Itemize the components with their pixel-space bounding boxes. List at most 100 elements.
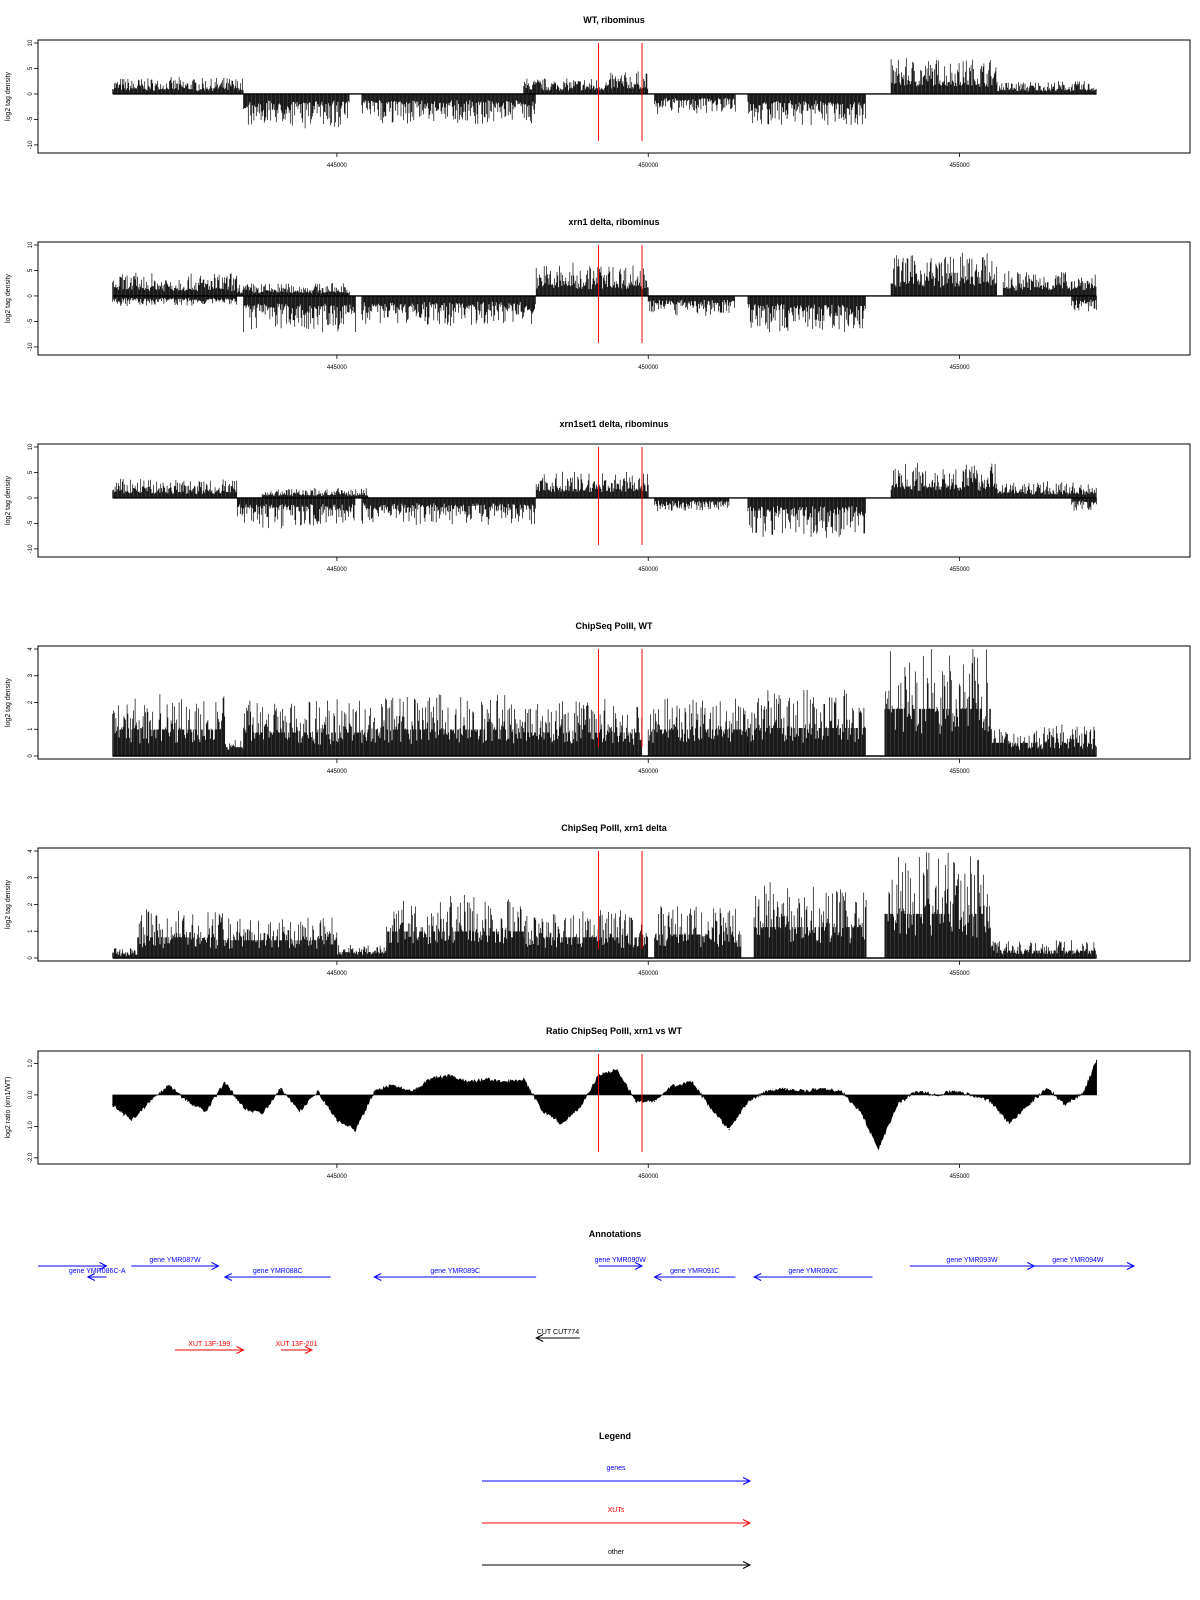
legend-item-label: XUTs (608, 1507, 625, 1514)
feature-gene: gene YMR090W (595, 1257, 647, 1270)
data-point (840, 1091, 842, 1093)
y-tick-label: 0 (28, 496, 34, 500)
x-tick-label: 450000 (638, 1174, 659, 1180)
feature-gene: gene YMR093W (909, 1257, 1036, 1270)
data-point (971, 1094, 973, 1096)
data-point (653, 1100, 656, 1102)
feature-xut: XUT 13F-199 (174, 1341, 245, 1354)
data-point (504, 1081, 506, 1083)
data-point (448, 1075, 450, 1077)
x-tick-label: 455000 (950, 567, 971, 573)
data-point (1095, 1059, 1098, 1061)
feature-gene: gene YMR088C (223, 1268, 331, 1281)
x-tick-label: 455000 (950, 1174, 971, 1180)
x-tick-label: 445000 (327, 769, 348, 775)
data-point (1027, 1103, 1029, 1105)
data-point (429, 1078, 431, 1080)
feature-label: gene YMR088C (253, 1268, 303, 1275)
y-tick-label: 3 (28, 673, 34, 677)
y-axis: 0 1 2 3 4 (28, 849, 38, 960)
y-tick-label: -10 (28, 342, 34, 351)
y-tick-label: 10 (28, 443, 34, 450)
feature-label: gene YMR087W (149, 1257, 201, 1264)
data-point (579, 1106, 581, 1109)
y-tick-label: 5 (28, 470, 34, 474)
data-point (784, 1088, 786, 1090)
data-point (952, 1091, 954, 1093)
y-axis-label: log2 tag density (5, 677, 12, 727)
x-axis: 445000 450000 455000 (327, 557, 970, 573)
feature-label: CUT CUT774 (537, 1329, 579, 1336)
legend-item-label: genes (606, 1465, 626, 1472)
data-series (112, 463, 1097, 538)
x-tick-label: 445000 (327, 567, 348, 573)
arrow-head (752, 1273, 762, 1281)
y-tick-label: -5 (28, 116, 34, 122)
x-tick-label: 455000 (950, 971, 971, 977)
data-point (149, 1100, 151, 1102)
y-tick-label: 3 (28, 875, 34, 879)
data-point (934, 1094, 936, 1096)
signal-bars (112, 58, 1097, 129)
arrow-head (634, 1262, 644, 1270)
annotations-title: Annotations (589, 1229, 642, 1239)
data-point (261, 1113, 263, 1115)
y-tick-label: 5 (28, 66, 34, 70)
y-tick-label: 4 (28, 647, 34, 651)
data-point (709, 1106, 712, 1109)
signal-bars (112, 463, 1097, 538)
chart-title: xrn1set1 delta, ribominus (559, 419, 668, 429)
y-axis: -10 -5 0 5 10 (28, 443, 38, 553)
y-tick-label: 4 (28, 849, 34, 853)
x-tick-label: 445000 (327, 163, 348, 169)
x-tick-label: 455000 (950, 365, 971, 371)
data-point (878, 1147, 880, 1150)
data-point (467, 1081, 469, 1083)
chart-panel-6: Ratio ChipSeq PolII, xrn1 vs WT -2.0 -1.0 0… (5, 1026, 1191, 1180)
arrow-head (304, 1346, 314, 1354)
data-series (112, 58, 1097, 129)
data-point (485, 1078, 487, 1080)
y-axis-label: log2 tag density (5, 71, 12, 121)
y-tick-label: 0 (28, 754, 34, 758)
x-tick-label: 455000 (950, 163, 971, 169)
x-axis: 445000 450000 455000 (327, 759, 970, 775)
y-axis-label: log2 tag density (5, 475, 12, 525)
y-tick-label: 0.0 (28, 1090, 34, 1099)
data-point (523, 1078, 525, 1080)
y-tick-label: 10 (28, 39, 34, 46)
feature-gene: gene YMR091C (653, 1268, 736, 1281)
feature-label: gene YMR089C (430, 1268, 480, 1275)
y-tick-label: -10 (28, 140, 34, 149)
ratio-area (112, 1060, 1097, 1151)
data-point (896, 1103, 898, 1105)
data-point (224, 1081, 226, 1083)
data-point (672, 1084, 674, 1087)
feature-label: gene YMR090W (595, 1257, 647, 1264)
data-series (112, 252, 1097, 333)
y-tick-label: -2.0 (28, 1152, 34, 1163)
data-point (242, 1106, 245, 1109)
data-point (336, 1119, 338, 1121)
data-point (280, 1088, 282, 1090)
y-tick-label: -1.0 (28, 1121, 34, 1132)
arrow-head (373, 1273, 382, 1281)
data-point (112, 1103, 114, 1105)
arrow-head (86, 1273, 96, 1281)
y-tick-label: -5 (28, 318, 34, 324)
arrow-head (535, 1334, 544, 1342)
chart-panel-5: ChipSeq PolII, xrn1 delta 0 1 2 3 4 log2 tag d… (5, 823, 1191, 977)
legend-panel: Legend genes XUTs other (482, 1431, 752, 1569)
y-tick-label: 0 (28, 956, 34, 960)
data-point (1064, 1103, 1067, 1105)
plot-frame (37, 241, 1191, 356)
y-axis-label: log2 tag density (5, 273, 12, 323)
data-point (1046, 1088, 1048, 1090)
legend-title: Legend (599, 1431, 631, 1441)
arrow-head (99, 1262, 108, 1270)
data-series (112, 649, 1097, 757)
data-point (1008, 1122, 1011, 1124)
arrow-head (742, 1519, 752, 1527)
x-tick-label: 445000 (327, 365, 348, 371)
